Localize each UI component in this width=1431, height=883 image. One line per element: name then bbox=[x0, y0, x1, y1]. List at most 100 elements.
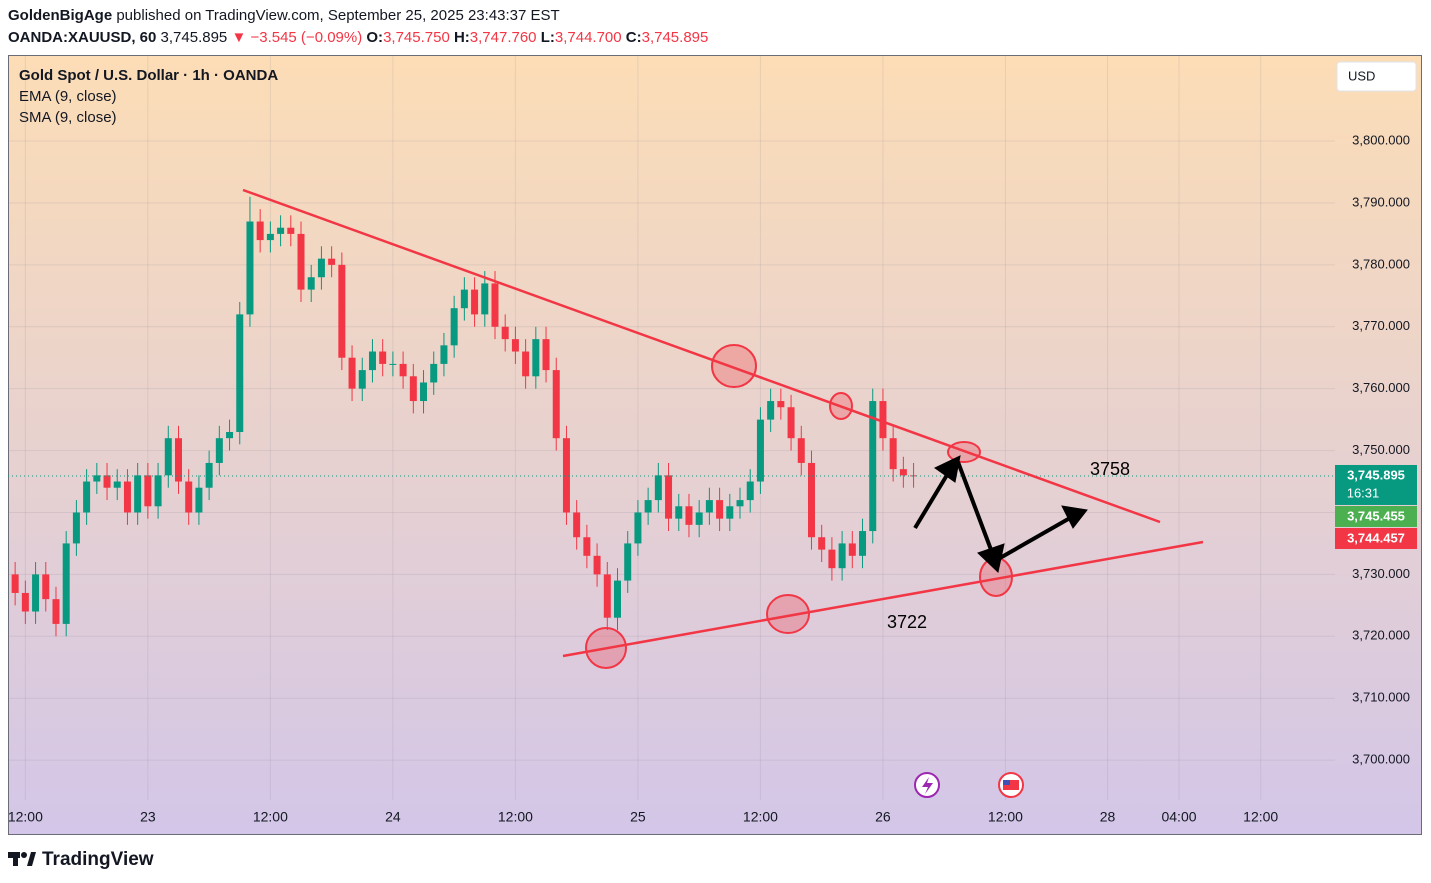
price-label-box bbox=[1335, 505, 1417, 527]
candle-body bbox=[603, 574, 611, 618]
candle-body bbox=[379, 351, 387, 364]
candle-body bbox=[358, 370, 366, 389]
footer-brand: TradingView bbox=[42, 849, 154, 870]
currency[interactable]: USD bbox=[1348, 68, 1375, 83]
candle-body bbox=[164, 438, 172, 476]
candle-body bbox=[532, 339, 540, 377]
candle-body bbox=[501, 326, 509, 340]
l-label: L: bbox=[540, 29, 555, 46]
x-tick-label: 23 bbox=[140, 809, 156, 825]
candle-body bbox=[21, 592, 29, 612]
candle-body bbox=[736, 500, 744, 507]
candle-body bbox=[910, 475, 918, 477]
candle-body bbox=[174, 438, 182, 482]
y-tick-label: 3,790.000 bbox=[1352, 194, 1410, 209]
logo bbox=[8, 852, 36, 866]
y-tick-label: 3,800.000 bbox=[1352, 132, 1410, 147]
chart-title: Gold Spot / U.S. Dollar · 1h · OANDA bbox=[19, 67, 278, 84]
candle-body bbox=[756, 419, 764, 482]
candle-body bbox=[93, 475, 101, 482]
candle-body bbox=[634, 512, 642, 544]
drawings bbox=[242, 188, 1204, 669]
candle-body bbox=[11, 574, 19, 593]
candle-body bbox=[562, 438, 570, 513]
candle-body bbox=[287, 227, 295, 234]
candle-body bbox=[317, 258, 325, 278]
h: 3,747.760 bbox=[469, 29, 537, 46]
candle-body bbox=[807, 462, 815, 538]
candle-body bbox=[144, 475, 152, 507]
y-tick-label: 3,760.000 bbox=[1352, 380, 1410, 395]
candle-body bbox=[430, 363, 438, 383]
candle-body bbox=[705, 500, 713, 513]
c-label: C: bbox=[625, 29, 642, 46]
candle-body bbox=[113, 481, 121, 488]
candle-body bbox=[716, 500, 724, 519]
candle-body bbox=[215, 438, 223, 463]
candle-body bbox=[675, 506, 683, 519]
event-icons bbox=[914, 772, 1024, 798]
candle-body bbox=[348, 357, 356, 389]
o-label: O: bbox=[366, 29, 384, 46]
candle-body bbox=[297, 233, 305, 290]
candle-body bbox=[695, 512, 703, 525]
countdown: 16:31 bbox=[1347, 485, 1380, 500]
indicator: EMA (9, close) bbox=[19, 88, 117, 105]
price-label: 3,745.895 bbox=[1347, 467, 1405, 482]
y-tick-label: 3,750.000 bbox=[1352, 442, 1410, 457]
x-tick-label: 12:00 bbox=[8, 809, 43, 825]
y-tick-label: 3,700.000 bbox=[1352, 752, 1410, 767]
candle-body bbox=[226, 432, 234, 439]
candle-body bbox=[409, 376, 417, 402]
candle-body bbox=[62, 543, 70, 624]
candle-body bbox=[52, 599, 60, 624]
y-tick-label: 3,720.000 bbox=[1352, 628, 1410, 643]
x-tick-label: 12:00 bbox=[988, 809, 1023, 825]
l: 3,744.700 bbox=[554, 29, 622, 46]
candle-body bbox=[573, 512, 581, 538]
candle-body bbox=[32, 574, 40, 612]
h-label: H: bbox=[453, 29, 470, 46]
x-tick-label: 12:00 bbox=[253, 809, 288, 825]
candle-body bbox=[205, 462, 213, 488]
candle-body bbox=[123, 481, 131, 513]
candle-body bbox=[154, 475, 162, 507]
chart-frame bbox=[8, 55, 1422, 835]
candle-body bbox=[471, 289, 479, 315]
candle-body bbox=[797, 438, 805, 463]
published: published on TradingView.com, September … bbox=[116, 7, 560, 24]
candle-body bbox=[818, 537, 826, 550]
x-tick-label: 24 bbox=[385, 809, 401, 825]
y-tick-label: 3,710.000 bbox=[1352, 690, 1410, 705]
candle-body bbox=[522, 351, 530, 377]
currency-button[interactable] bbox=[1336, 61, 1417, 92]
candle-body bbox=[614, 580, 622, 618]
y-tick-label: 3,770.000 bbox=[1352, 318, 1410, 333]
candle-body bbox=[460, 289, 468, 309]
candle-body bbox=[338, 264, 346, 358]
candle-body bbox=[542, 339, 550, 371]
arrows bbox=[913, 455, 1088, 573]
candle-body bbox=[859, 531, 867, 556]
candle-body bbox=[899, 469, 907, 476]
candle-body bbox=[399, 363, 407, 377]
y-tick-label: 3,730.000 bbox=[1352, 566, 1410, 581]
candle-body bbox=[838, 543, 846, 569]
x-tick-label: 04:00 bbox=[1161, 809, 1196, 825]
publisher: GoldenBigAge bbox=[8, 7, 113, 24]
header-line: GoldenBigAge published on TradingView.co… bbox=[8, 7, 560, 24]
candle-body bbox=[787, 407, 795, 439]
candle-body bbox=[644, 500, 652, 513]
indicator: SMA (9, close) bbox=[19, 109, 117, 126]
x-tick-label: 12:00 bbox=[498, 809, 533, 825]
candle-body bbox=[869, 401, 877, 532]
candle-body bbox=[256, 221, 264, 241]
price-label-box bbox=[1335, 464, 1417, 505]
candle-body bbox=[185, 481, 193, 513]
candle-body bbox=[481, 283, 489, 315]
candle-body bbox=[389, 363, 397, 365]
candle-body bbox=[134, 475, 142, 513]
symbol: OANDA:XAUUSD, 60 bbox=[8, 29, 157, 46]
candle-body bbox=[583, 537, 591, 556]
